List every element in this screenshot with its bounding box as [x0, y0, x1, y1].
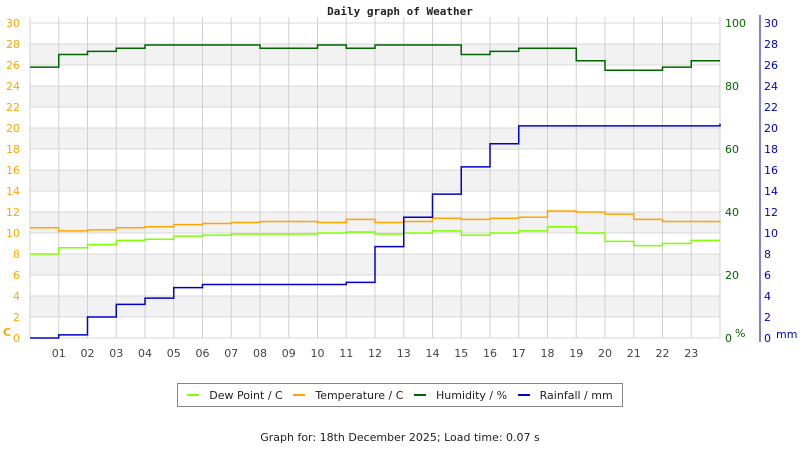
svg-text:6: 6	[13, 269, 20, 282]
svg-text:16: 16	[6, 164, 20, 177]
svg-text:%: %	[735, 327, 745, 340]
svg-text:4: 4	[764, 290, 771, 303]
legend-label: Humidity / %	[436, 388, 508, 402]
svg-text:04: 04	[138, 347, 152, 360]
svg-text:22: 22	[764, 101, 778, 114]
svg-text:21: 21	[627, 347, 641, 360]
svg-text:16: 16	[764, 164, 778, 177]
svg-text:06: 06	[196, 347, 210, 360]
svg-text:17: 17	[512, 347, 526, 360]
series-line	[30, 123, 721, 339]
svg-text:05: 05	[167, 347, 181, 360]
svg-text:14: 14	[764, 185, 778, 198]
svg-text:6: 6	[764, 269, 771, 282]
series-line	[30, 225, 720, 255]
svg-text:60: 60	[725, 143, 739, 156]
svg-text:10: 10	[6, 227, 20, 240]
dewpoint-swatch-icon	[187, 394, 200, 396]
temperature-swatch-icon	[293, 394, 306, 396]
svg-text:14: 14	[426, 347, 440, 360]
humidity-swatch-icon	[414, 394, 427, 396]
svg-text:11: 11	[339, 347, 353, 360]
svg-text:12: 12	[368, 347, 382, 360]
svg-text:2: 2	[13, 311, 20, 324]
svg-text:16: 16	[483, 347, 497, 360]
svg-text:20: 20	[6, 122, 20, 135]
footer-status: Graph for: 18th December 2025; Load time…	[260, 431, 540, 444]
svg-text:28: 28	[6, 38, 20, 51]
svg-text:07: 07	[224, 347, 238, 360]
data-series	[30, 44, 721, 339]
svg-text:40: 40	[725, 206, 739, 219]
svg-text:09: 09	[282, 347, 296, 360]
svg-text:02: 02	[81, 347, 95, 360]
legend-item-temperature: Temperature / C	[293, 389, 403, 402]
svg-text:26: 26	[764, 59, 778, 72]
svg-text:30: 30	[764, 17, 778, 30]
svg-text:23: 23	[684, 347, 698, 360]
legend-label: Rainfall / mm	[539, 388, 613, 402]
svg-text:0: 0	[13, 332, 20, 345]
humidity-axis-ticks: 0 20 40 60 80 100%	[725, 17, 746, 345]
svg-text:22: 22	[6, 101, 20, 114]
svg-text:19: 19	[569, 347, 583, 360]
svg-text:0: 0	[725, 332, 732, 345]
svg-text:2: 2	[764, 311, 771, 324]
svg-text:20: 20	[598, 347, 612, 360]
legend-label: Temperature / C	[315, 388, 404, 402]
svg-text:20: 20	[725, 269, 739, 282]
legend: Dew Point / C Temperature / C Humidity /…	[177, 383, 623, 407]
svg-text:10: 10	[311, 347, 325, 360]
svg-text:18: 18	[541, 347, 555, 360]
rainfall-swatch-icon	[517, 394, 530, 396]
svg-text:C: C	[3, 326, 11, 339]
legend-label: Dew Point / C	[209, 388, 283, 402]
svg-text:24: 24	[764, 80, 778, 93]
grid-lines	[29, 17, 721, 339]
svg-text:22: 22	[656, 347, 670, 360]
svg-text:8: 8	[13, 248, 20, 261]
svg-text:03: 03	[109, 347, 123, 360]
svg-text:12: 12	[764, 206, 778, 219]
svg-text:18: 18	[6, 143, 20, 156]
svg-text:4: 4	[13, 290, 20, 303]
svg-text:26: 26	[6, 59, 20, 72]
svg-text:100: 100	[725, 17, 746, 30]
svg-text:18: 18	[764, 143, 778, 156]
series-line	[30, 210, 721, 232]
svg-text:15: 15	[454, 347, 468, 360]
svg-text:10: 10	[764, 227, 778, 240]
svg-text:mm: mm	[776, 328, 797, 341]
svg-text:12: 12	[6, 206, 20, 219]
svg-text:8: 8	[764, 248, 771, 261]
legend-item-rainfall: Rainfall / mm	[517, 388, 613, 402]
svg-text:30: 30	[6, 17, 20, 30]
svg-text:28: 28	[764, 38, 778, 51]
svg-text:14: 14	[6, 185, 20, 198]
series-line	[30, 44, 720, 71]
svg-text:01: 01	[52, 347, 66, 360]
x-axis-ticks: 01 02 03 04 05 06 07 08 09 10 11 12 13 14 15 16 17 18 19 20…	[52, 347, 699, 360]
svg-text:80: 80	[725, 80, 739, 93]
svg-text:08: 08	[253, 347, 267, 360]
svg-text:24: 24	[6, 80, 20, 93]
svg-text:13: 13	[397, 347, 411, 360]
svg-text:20: 20	[764, 122, 778, 135]
legend-item-dewpoint: Dew Point / C	[187, 388, 283, 402]
chart-title: Daily graph of Weather	[327, 5, 473, 18]
svg-text:0: 0	[764, 332, 771, 345]
legend-item-humidity: Humidity / %	[414, 389, 507, 402]
